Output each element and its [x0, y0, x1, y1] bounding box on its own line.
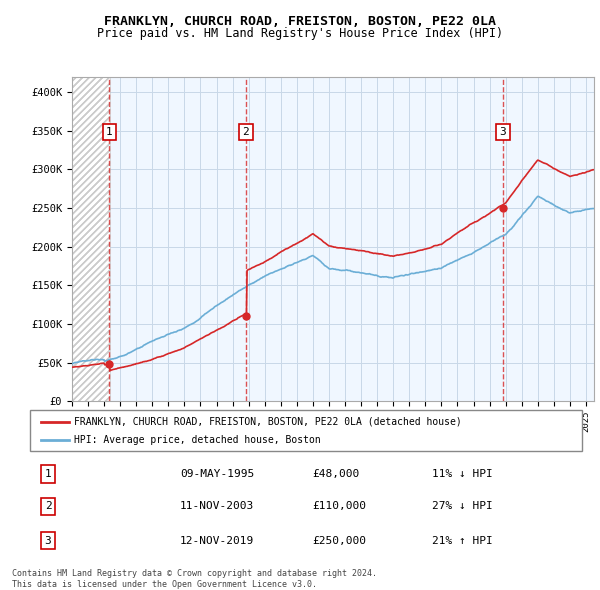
Text: HPI: Average price, detached house, Boston: HPI: Average price, detached house, Bost… [74, 435, 321, 445]
Text: 3: 3 [500, 127, 506, 137]
Text: 2: 2 [44, 502, 52, 512]
Text: 21% ↑ HPI: 21% ↑ HPI [432, 536, 493, 546]
Text: Price paid vs. HM Land Registry's House Price Index (HPI): Price paid vs. HM Land Registry's House … [97, 27, 503, 40]
FancyBboxPatch shape [30, 410, 582, 451]
Bar [72, 77, 110, 401]
Text: 2: 2 [242, 127, 250, 137]
Text: 11-NOV-2003: 11-NOV-2003 [180, 502, 254, 512]
Text: FRANKLYN, CHURCH ROAD, FREISTON, BOSTON, PE22 0LA (detached house): FRANKLYN, CHURCH ROAD, FREISTON, BOSTON,… [74, 417, 462, 427]
Text: 09-MAY-1995: 09-MAY-1995 [180, 470, 254, 479]
Text: £110,000: £110,000 [312, 502, 366, 512]
Bar [72, 77, 110, 401]
Text: £48,000: £48,000 [312, 470, 359, 479]
Text: £250,000: £250,000 [312, 536, 366, 546]
Text: FRANKLYN, CHURCH ROAD, FREISTON, BOSTON, PE22 0LA: FRANKLYN, CHURCH ROAD, FREISTON, BOSTON,… [104, 15, 496, 28]
Text: 3: 3 [44, 536, 52, 546]
Text: Contains HM Land Registry data © Crown copyright and database right 2024.
This d: Contains HM Land Registry data © Crown c… [12, 569, 377, 589]
Text: 27% ↓ HPI: 27% ↓ HPI [432, 502, 493, 512]
Text: 1: 1 [44, 470, 52, 479]
Text: 12-NOV-2019: 12-NOV-2019 [180, 536, 254, 546]
Text: 1: 1 [106, 127, 113, 137]
Text: 11% ↓ HPI: 11% ↓ HPI [432, 470, 493, 479]
